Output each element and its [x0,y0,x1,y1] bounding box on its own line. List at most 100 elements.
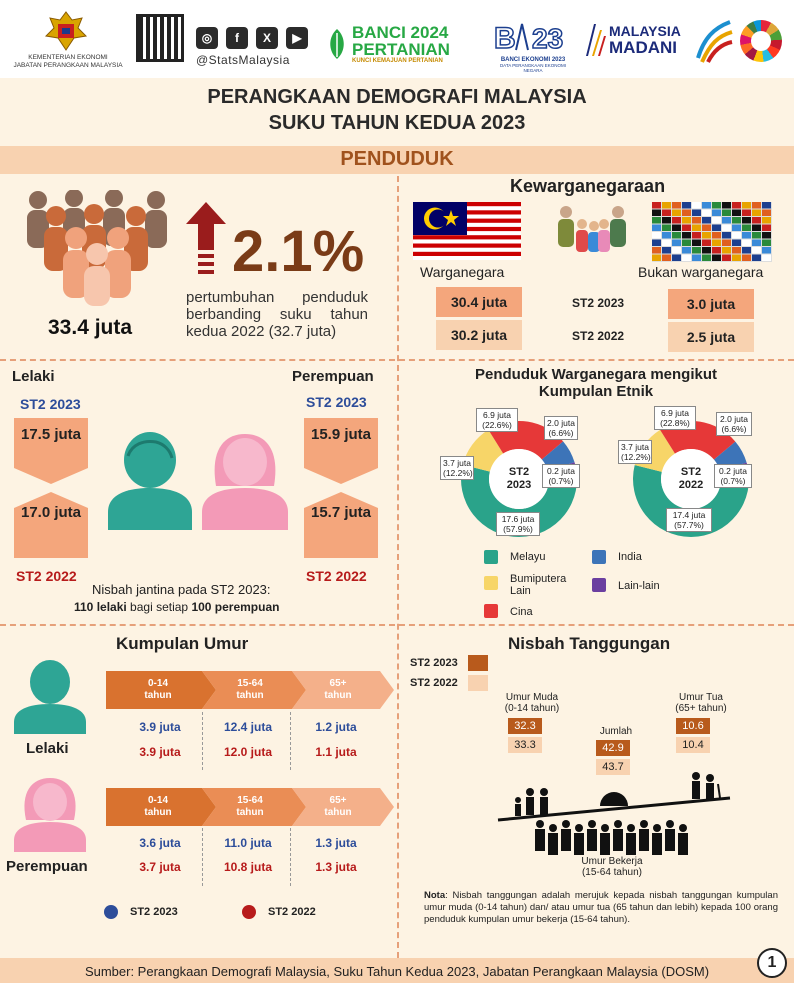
male-2023-value: 17.5 juta [20,426,82,443]
female-15-64-2023: 11.0 juta [224,836,272,850]
flag-tile [762,254,771,261]
flag-tile [712,239,721,246]
flag-tile [672,209,681,216]
legend-bumi-label: Bumiputera Lain [510,573,567,597]
sex-ratio-male: 110 lelaki [74,600,127,614]
instagram-icon[interactable]: ◎ [196,27,218,49]
ethnic-heading: Penduduk Warganegara mengikut Kumpulan E… [398,366,794,400]
total-2023-value: 42.9 [596,740,630,756]
flag-tile [652,254,661,261]
section-title: PENDUDUK [340,148,454,170]
title-line1: PERANGKAAN DEMOGRAFI MALAYSIA [207,86,587,108]
worker-head [614,820,622,828]
note-bold: Nota [424,890,446,901]
social-handle[interactable]: @StatsMalaysia [196,53,290,67]
legend-indian-swatch [592,550,606,564]
qr-code-icon[interactable] [136,14,184,62]
citizenship-heading: Kewarganegaraan [510,176,666,196]
flag-tile [682,232,691,239]
age-group-line2: tahun [144,807,172,818]
flag-tile [692,254,701,261]
flag-tile [712,254,721,261]
callout-2022-bumi: 3.7 juta (12.2%) [618,440,652,464]
flag-tile [762,209,771,216]
banci-line2: PERTANIAN [352,40,450,59]
female-2023-value: 15.9 juta [310,426,372,443]
department-name: JABATAN PERANGKAAN MALAYSIA [13,62,123,69]
footer-bar [0,958,794,983]
female-65plus-2022: 1.3 juta [315,860,357,874]
banci-tagline: KUNCI KEMAJUAN PERTANIAN [352,58,443,64]
female-0-14-2023: 3.6 juta [139,836,181,850]
flag-tile [652,202,661,209]
legend-2023-dot [104,905,118,919]
age-arrow-male [106,671,394,709]
flag-tile [722,202,731,209]
flag-tile [752,224,761,231]
flag-tile [672,202,681,209]
donut-slice-indian [541,441,575,471]
flag-tile [722,224,731,231]
donut-hole [489,449,549,509]
malaysia-flag-icon [413,202,521,260]
facebook-icon[interactable]: f [226,27,248,49]
age-group-line2: tahun [236,690,264,701]
legend-others-swatch [592,578,606,592]
dep-legend-2022-swatch [468,675,488,691]
female-hexagon-boxes [304,418,378,558]
worker-body [587,829,597,851]
flag-tile [742,247,751,254]
female-0-14-2022: 3.7 juta [139,860,181,874]
x-icon[interactable]: X [256,27,278,49]
vertical-divider [397,176,399,958]
old-label-line1: Umur Tua [679,692,723,703]
flag-tile [742,239,751,246]
ministry-name: KEMENTERIAN EKONOMI [28,54,108,61]
age-female-label: Perempuan [6,858,88,875]
female-period-2023: ST2 2023 [306,394,367,410]
flag-tile [682,224,691,231]
donut-slice-malay [461,464,577,537]
worker-head [666,820,674,828]
worker-body [626,833,636,855]
worker-body [561,829,571,851]
flag-tile [752,202,761,209]
female-65plus-2023: 1.3 juta [315,836,357,850]
callout-2023-bumi: 3.7 juta (12.2%) [440,456,474,480]
flag-tile [722,247,731,254]
flag-tile [702,224,711,231]
young-label-line2: (0-14 tahun) [504,703,560,714]
age-group-female-2: 65+ tahun [290,795,386,819]
flag-tile [762,232,771,239]
flag-tile [672,247,681,254]
young-label-line1: Umur Muda [505,692,559,703]
legend-chinese-label: Cina [510,606,533,618]
female-15-64-2022: 10.8 juta [223,860,273,874]
worker-head [653,824,661,832]
male-label: Lelaki [12,368,55,385]
callout-2022-others: 0.2 juta (0.7%) [714,464,752,488]
flag-tile [702,239,711,246]
age-group-line2: tahun [236,807,264,818]
donut-2022-center-label: ST2 2022 [678,466,704,491]
flag-tile [752,254,761,261]
age-heading: Kumpulan Umur [116,634,249,653]
flag-tile [712,224,721,231]
working-label: Umur Bekerja (15-64 tahun) [570,856,654,878]
callout-2023-others: 0.2 juta (0.7%) [542,464,580,488]
banci-line1: BANCI 2024 [352,23,449,42]
flag-tile [762,202,771,209]
young-2022-value: 33.3 [508,737,542,753]
male-period-2022: ST2 2022 [16,568,77,584]
worker-body [639,829,649,851]
legend-malay-label: Melayu [510,551,546,563]
flag-tile [742,217,751,224]
total-2022-value: 43.7 [596,759,630,775]
noncitizen-2022-value: 2.5 juta [668,322,754,352]
flag-tile [702,254,711,261]
youtube-icon[interactable]: ▶ [286,27,308,49]
flag-tile [762,247,771,254]
population-total: 33.4 juta [48,316,133,339]
flag-tile [762,224,771,231]
flag-tile [762,239,771,246]
